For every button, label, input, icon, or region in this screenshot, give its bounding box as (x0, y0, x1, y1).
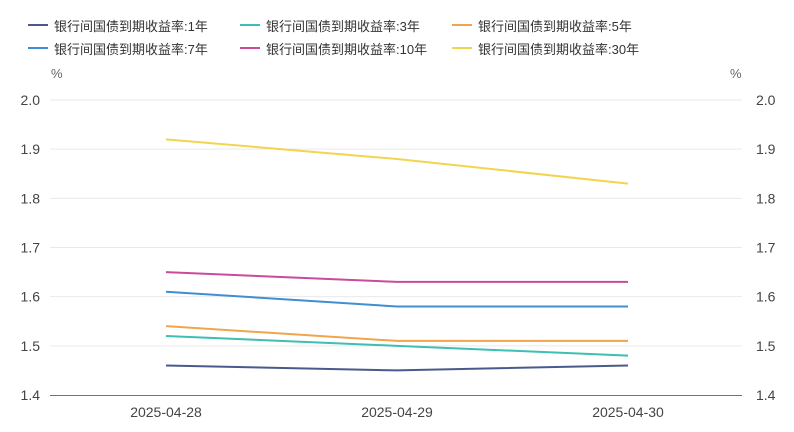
series-line-4 (165, 290, 628, 308)
y-tick-label-left: 1.5 (21, 338, 41, 354)
legend-label: 银行间国债到期收益率:30年 (478, 41, 640, 57)
y-unit-right: % (730, 66, 742, 81)
series-line-1 (165, 364, 629, 372)
legend-swatch (240, 24, 260, 26)
legend-swatch (452, 47, 472, 49)
series-line-5 (165, 271, 628, 283)
legend-swatch (452, 24, 472, 26)
legend-item[interactable]: 银行间国债到期收益率:5年 (452, 16, 632, 34)
y-tick-label-left: 1.6 (21, 289, 41, 305)
legend-swatch (240, 47, 260, 49)
chart-legend: 银行间国债到期收益率:1年 银行间国债到期收益率:3年 银行间国债到期收益率:5年银… (0, 0, 794, 62)
legend-item[interactable]: 银行间国债到期收益率:3年 (240, 16, 420, 34)
series-line-6 (165, 138, 629, 185)
legend-label: 银行间国债到期收益率:10年 (266, 41, 428, 57)
legend-swatch (28, 24, 48, 26)
legend-label: 银行间国债到期收益率:7年 (54, 41, 208, 57)
legend-item[interactable]: 银行间国债到期收益率:1年 (28, 16, 208, 34)
y-tick-label-left: 2.0 (21, 92, 41, 108)
y-tick-label-right: 1.6 (756, 289, 776, 305)
legend-item[interactable]: 银行间国债到期收益率:10年 (240, 39, 427, 57)
y-tick-label-right: 1.7 (756, 240, 776, 256)
series-line-3 (165, 325, 628, 342)
x-tick-label: 2025-04-28 (130, 404, 202, 420)
y-tick-label-right: 1.4 (756, 387, 776, 403)
y-tick-label-right: 1.8 (756, 190, 776, 206)
legend-item[interactable]: 银行间国债到期收益率:30年 (452, 39, 639, 57)
y-tick-label-left: 1.7 (21, 240, 41, 256)
y-tick-label-right: 1.9 (756, 141, 776, 157)
legend-label: 银行间国债到期收益率:1年 (54, 18, 208, 34)
legend-swatch (28, 47, 48, 49)
y-tick-label-right: 2.0 (756, 92, 776, 108)
x-tick-label: 2025-04-29 (361, 404, 433, 420)
legend-label: 银行间国债到期收益率:3年 (266, 18, 420, 34)
y-tick-label-left: 1.9 (21, 141, 41, 157)
legend-item[interactable]: 银行间国债到期收益率:7年 (28, 39, 208, 57)
y-unit-left: % (51, 66, 63, 81)
x-tick-label: 2025-04-30 (592, 404, 664, 420)
y-tick-label-left: 1.4 (21, 387, 41, 403)
y-tick-label-right: 1.5 (756, 338, 776, 354)
series-line-2 (165, 335, 629, 357)
legend-label: 银行间国债到期收益率:5年 (478, 18, 632, 34)
y-tick-label-left: 1.8 (21, 190, 41, 206)
